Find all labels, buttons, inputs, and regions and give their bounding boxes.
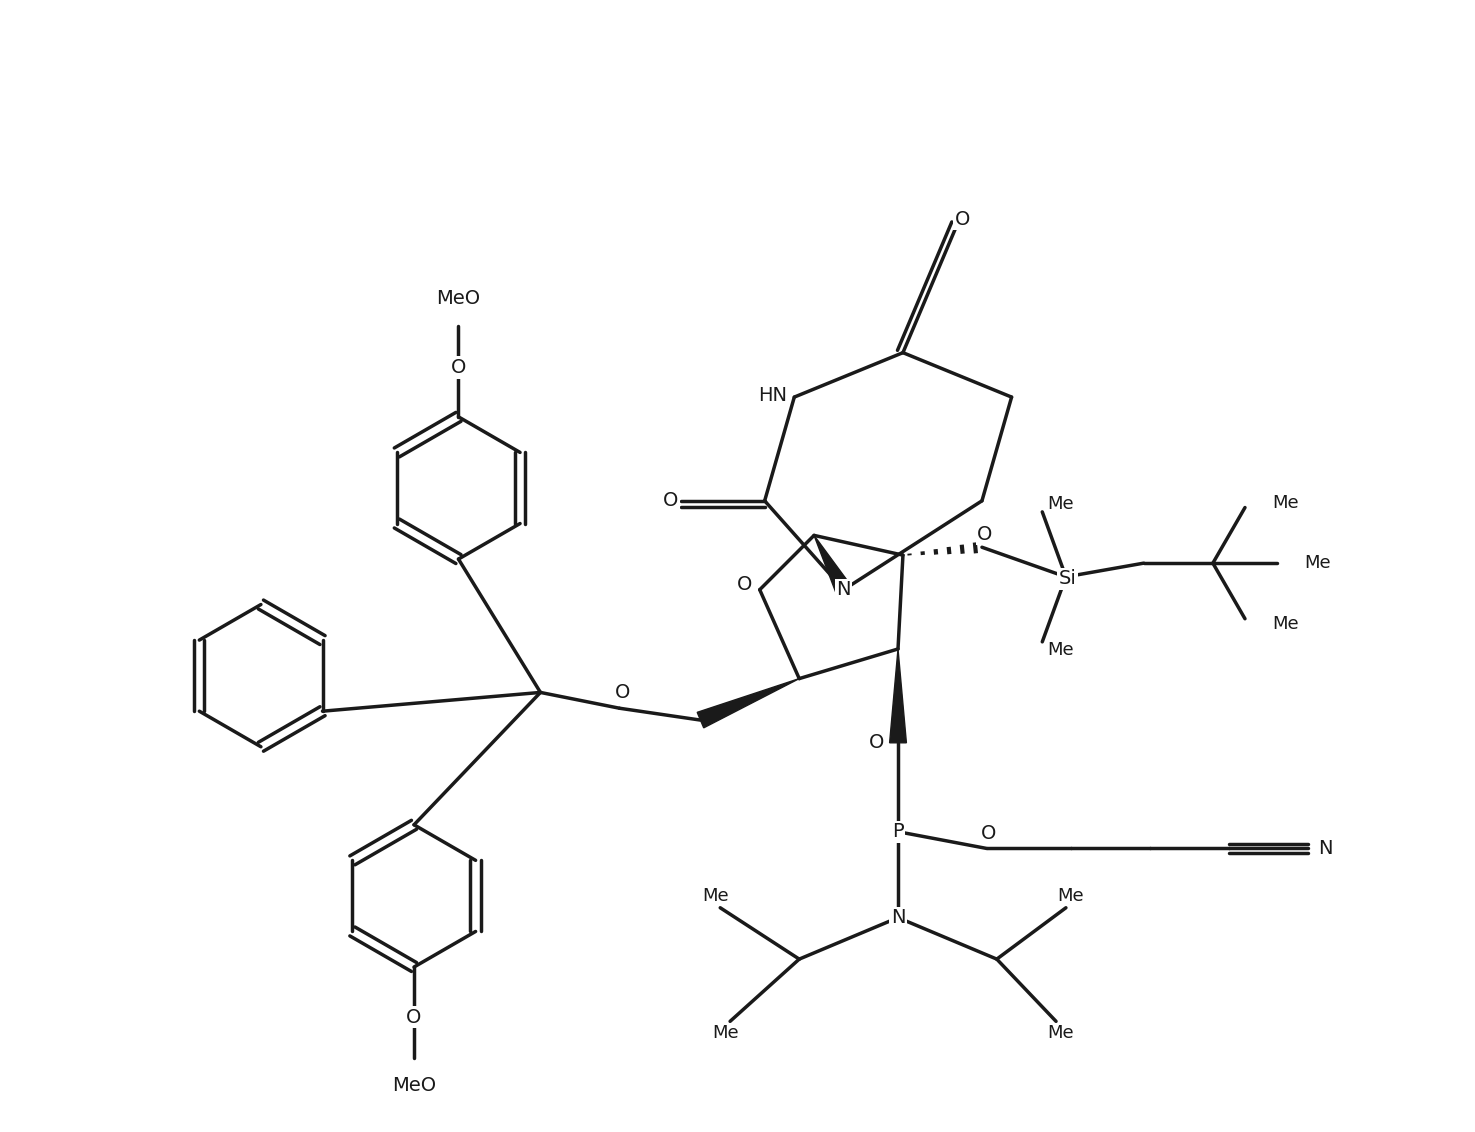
Text: HN: HN [758, 386, 788, 404]
Text: Me: Me [1047, 495, 1074, 513]
Polygon shape [698, 678, 799, 728]
Polygon shape [889, 649, 907, 743]
Text: N: N [836, 581, 851, 599]
Text: Me: Me [702, 886, 729, 904]
Text: MeO: MeO [437, 289, 481, 308]
Text: O: O [981, 824, 997, 843]
Text: O: O [954, 209, 971, 229]
Text: Me: Me [1273, 615, 1299, 633]
Text: MeO: MeO [392, 1077, 437, 1095]
Text: O: O [406, 1007, 422, 1027]
Text: O: O [738, 575, 752, 594]
Text: O: O [664, 491, 678, 511]
Text: O: O [869, 734, 884, 753]
Text: Me: Me [1047, 641, 1074, 659]
Text: Me: Me [1047, 1024, 1074, 1043]
Text: N: N [1319, 839, 1333, 858]
Polygon shape [814, 535, 851, 593]
Text: P: P [892, 822, 904, 841]
Text: N: N [891, 908, 906, 927]
Text: O: O [978, 525, 993, 543]
Text: Me: Me [1058, 886, 1084, 904]
Text: Me: Me [712, 1024, 739, 1043]
Text: Me: Me [1305, 555, 1332, 572]
Text: O: O [451, 358, 466, 377]
Text: Si: Si [1059, 569, 1077, 589]
Text: Me: Me [1273, 494, 1299, 512]
Text: O: O [615, 683, 630, 702]
